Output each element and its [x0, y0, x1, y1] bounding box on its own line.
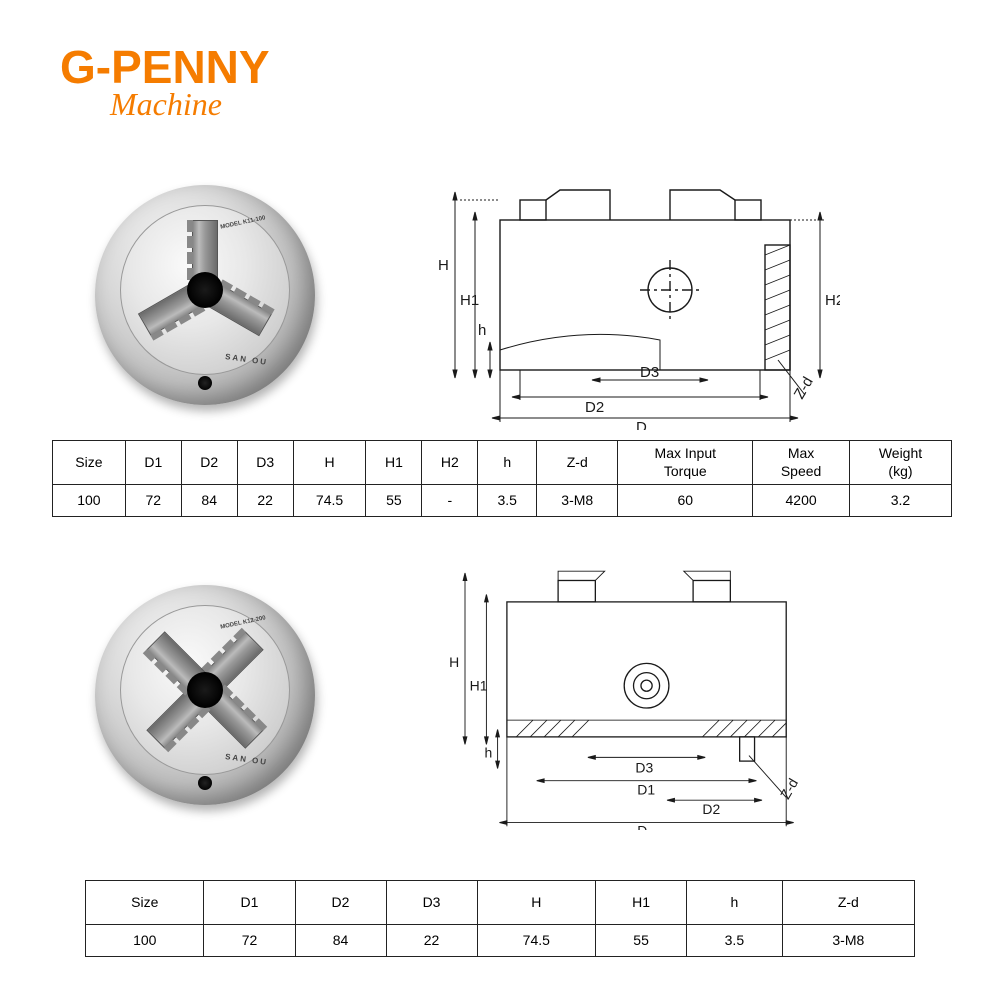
col-header: D3: [237, 441, 293, 485]
cell: 60: [618, 485, 753, 517]
col-header: Max InputTorque: [618, 441, 753, 485]
cell: 4200: [753, 485, 850, 517]
cell: 74.5: [477, 925, 596, 957]
table-header-row: Size D1 D2 D3 H H1 h Z-d: [86, 881, 915, 925]
cell: 84: [295, 925, 386, 957]
technical-drawing-2: H H1 h D D1 D2 D3 Z-d: [360, 560, 840, 830]
col-header: D1: [204, 881, 295, 925]
dim-label-h: h: [478, 322, 486, 339]
col-header: Size: [53, 441, 126, 485]
cell: 100: [86, 925, 204, 957]
col-header: D3: [386, 881, 477, 925]
col-header: D2: [181, 441, 237, 485]
product-section-3jaw: SAN OU MODEL K11-100: [80, 160, 840, 430]
spec-table-2: Size D1 D2 D3 H H1 h Z-d 100 72 84 22 74…: [85, 880, 915, 957]
col-header: D1: [125, 441, 181, 485]
dim-label-D: D: [637, 823, 647, 830]
dim-label-D1: D1: [637, 782, 655, 798]
cell: 22: [386, 925, 477, 957]
cell: 72: [204, 925, 295, 957]
dim-label-H: H: [438, 257, 449, 274]
cell: 84: [181, 485, 237, 517]
dim-label-H1: H1: [460, 292, 479, 309]
cell: 72: [125, 485, 181, 517]
table-header-row: Size D1 D2 D3 H H1 H2 h Z-d Max InputTor…: [53, 441, 952, 485]
cell: 74.5: [293, 485, 366, 517]
dim-label-D3: D3: [640, 364, 659, 381]
spec-table-1: Size D1 D2 D3 H H1 H2 h Z-d Max InputTor…: [52, 440, 952, 517]
dim-label-H1: H1: [470, 677, 488, 693]
col-header: Size: [86, 881, 204, 925]
chuck-photo-4jaw: SAN OU MODEL K12-200: [80, 580, 330, 810]
col-header: H: [293, 441, 366, 485]
product-section-4jaw: SAN OU MODEL K12-200: [80, 560, 840, 830]
col-header: Weight(kg): [849, 441, 951, 485]
cell: 3-M8: [782, 925, 914, 957]
dim-label-Zd: Z-d: [777, 776, 801, 802]
dim-label-Zd: Z-d: [791, 374, 817, 402]
table-row: 100 72 84 22 74.5 55 - 3.5 3-M8 60 4200 …: [53, 485, 952, 517]
col-header: Z-d: [537, 441, 618, 485]
chuck-photo-3jaw: SAN OU MODEL K11-100: [80, 180, 330, 410]
table-row: 100 72 84 22 74.5 55 3.5 3-M8: [86, 925, 915, 957]
col-header: h: [687, 881, 783, 925]
cell: 55: [596, 925, 687, 957]
brand-logo: G-PENNY Machine: [60, 40, 270, 123]
dim-label-D3: D3: [635, 759, 653, 775]
col-header: Z-d: [782, 881, 914, 925]
col-header: H2: [422, 441, 478, 485]
dim-label-D2: D2: [585, 399, 604, 416]
dim-label-D: D: [636, 419, 647, 430]
cell: 3.5: [687, 925, 783, 957]
dim-label-H: H: [449, 654, 459, 670]
col-header: h: [478, 441, 537, 485]
col-header: D2: [295, 881, 386, 925]
cell: 3-M8: [537, 485, 618, 517]
col-header: H1: [366, 441, 422, 485]
cell: -: [422, 485, 478, 517]
dim-label-H2: H2: [825, 292, 840, 309]
col-header: MaxSpeed: [753, 441, 850, 485]
col-header: H: [477, 881, 596, 925]
technical-drawing-1: H H1 h H2 D D2 D3 Z-d: [360, 160, 840, 430]
dim-label-h: h: [485, 744, 493, 760]
dim-label-D2: D2: [702, 801, 720, 817]
cell: 3.2: [849, 485, 951, 517]
cell: 3.5: [478, 485, 537, 517]
cell: 22: [237, 485, 293, 517]
col-header: H1: [596, 881, 687, 925]
cell: 55: [366, 485, 422, 517]
cell: 100: [53, 485, 126, 517]
